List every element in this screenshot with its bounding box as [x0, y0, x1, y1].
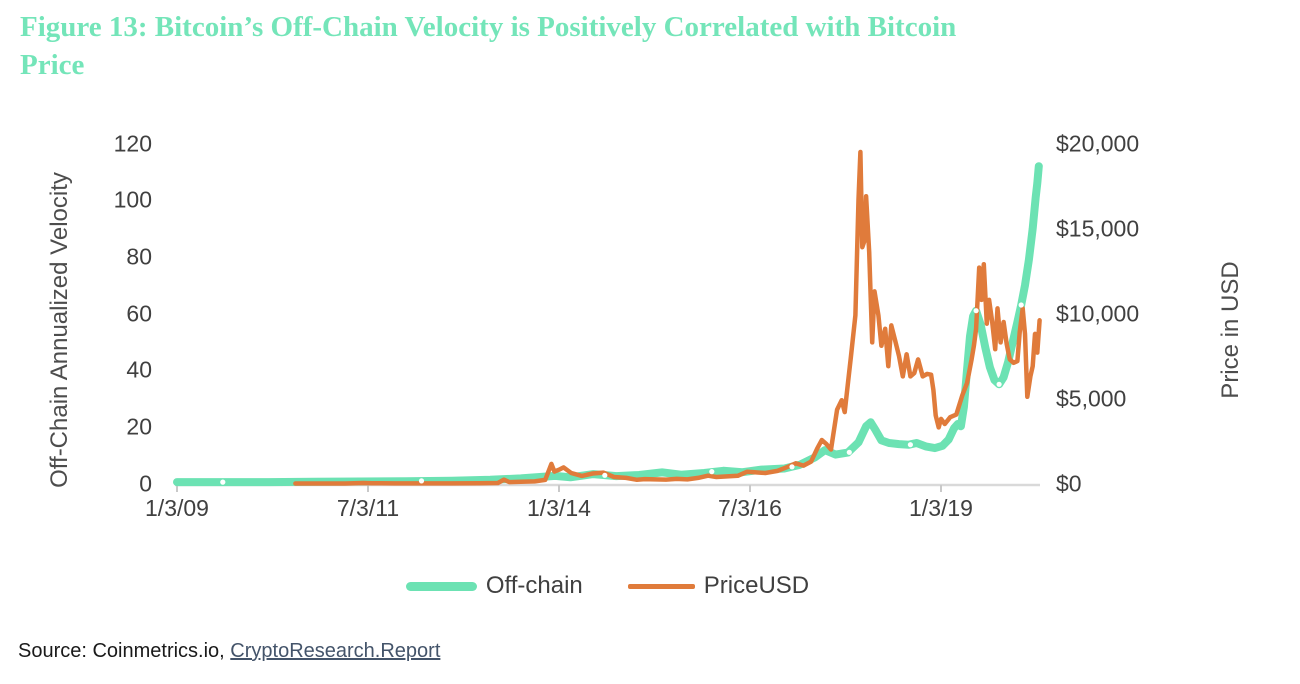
y2-axis-tick-label: $10,000: [1056, 300, 1140, 326]
offchain-point-marker: [220, 479, 226, 485]
chart-legend: Off-chain PriceUSD: [175, 566, 1040, 606]
y2-axis-tick-label: $0: [1056, 470, 1082, 496]
priceusd-line-swatch: [627, 583, 695, 589]
source-line: Source: Coinmetrics.io, CryptoResearch.R…: [18, 640, 440, 663]
offchain-point-marker: [709, 469, 715, 475]
figure-title-line-1: Figure 13: Bitcoin’s Off-Chain Velocity …: [20, 11, 957, 43]
y2-axis-tick-label: $20,000: [1056, 130, 1140, 156]
series-line-priceusd: [293, 149, 1042, 486]
y-axis-tick-label: 20: [126, 413, 152, 440]
source-link[interactable]: CryptoResearch.Report: [230, 640, 441, 662]
y-axis-tick-label: 0: [139, 470, 152, 496]
x-axis-tick-label: 1/3/14: [527, 495, 591, 521]
y-axis-tick-label: 100: [113, 186, 152, 213]
figure-title: Figure 13: Bitcoin’s Off-Chain Velocity …: [20, 8, 1282, 84]
y2-axis-tick-label: $15,000: [1056, 215, 1140, 241]
y-axis-tick-label: 60: [126, 300, 152, 326]
figure-title-line-2: Price: [20, 49, 85, 81]
series-line-off-chain: [173, 162, 1043, 487]
legend-label-offchain: Off-chain: [485, 572, 583, 599]
offchain-point-marker: [907, 442, 914, 448]
offchain-point-marker: [973, 308, 979, 314]
y-axis-tick-label: 80: [126, 243, 152, 270]
source-prefix: Source: Coinmetrics.io,: [18, 640, 231, 662]
x-axis-tick-label: 1/3/09: [145, 495, 209, 521]
offchain-point-marker: [602, 472, 608, 478]
x-axis-tick-label: 7/3/11: [336, 495, 400, 521]
x-axis-tick-label: 7/3/16: [718, 495, 782, 521]
offchain-point-marker: [1018, 302, 1024, 308]
y2-axis-tick-label: $5,000: [1056, 385, 1127, 411]
x-axis-tick-label: 1/3/19: [909, 495, 973, 521]
legend-item-offchain: Off-chain: [405, 572, 583, 600]
offchain-point-marker: [789, 464, 795, 470]
left-axis-title: Off-Chain Annualized Velocity: [46, 172, 73, 488]
offchain-line-swatch: [405, 581, 477, 591]
offchain-point-marker: [846, 449, 852, 455]
y-axis-tick-label: 120: [113, 130, 152, 156]
offchain-point-marker: [996, 381, 1002, 387]
right-axis-title: Price in USD: [1217, 261, 1244, 399]
y-axis-tick-label: 40: [126, 356, 152, 383]
legend-label-priceusd: PriceUSD: [703, 572, 810, 599]
legend-item-priceusd: PriceUSD: [627, 572, 810, 600]
offchain-point-marker: [418, 478, 425, 484]
